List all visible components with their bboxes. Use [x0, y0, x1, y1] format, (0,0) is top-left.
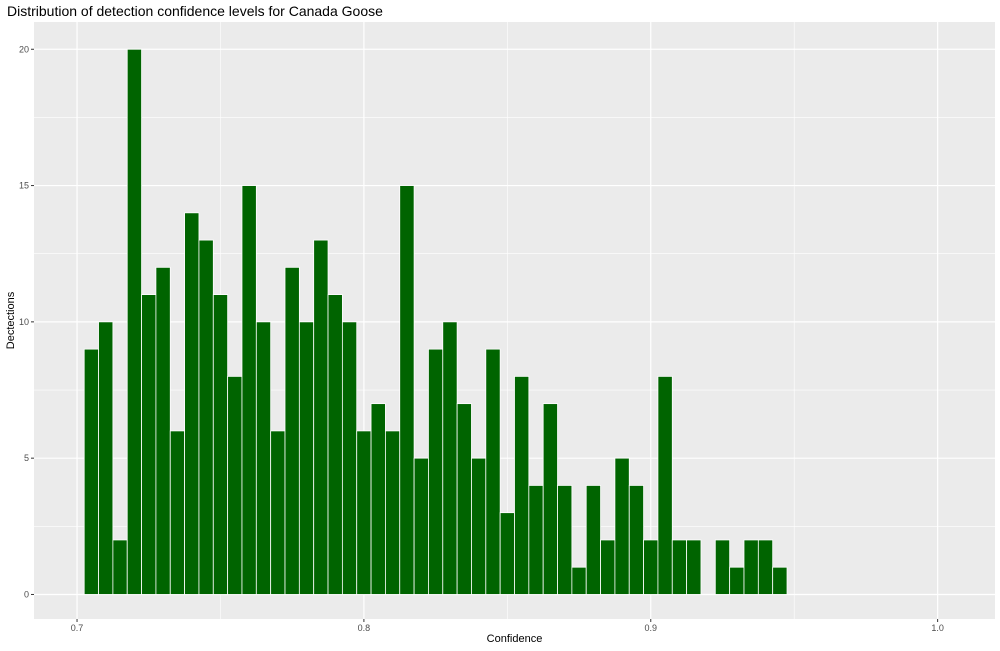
histogram-bar	[571, 566, 587, 595]
x-tick-label: 0.9	[645, 623, 658, 633]
histogram-bar	[643, 539, 659, 595]
x-axis-title: Confidence	[487, 633, 543, 645]
histogram-bar	[757, 539, 774, 595]
histogram-bar	[356, 430, 372, 595]
histogram-bar	[471, 457, 487, 595]
y-axis: 0 5 10 15 20	[19, 44, 34, 599]
histogram-bar	[729, 566, 745, 595]
histogram-bar	[112, 539, 128, 595]
y-tick-label: 20	[19, 44, 29, 54]
histogram-bar	[657, 375, 673, 595]
histogram-bar	[169, 430, 186, 595]
histogram-bar	[456, 403, 472, 595]
y-tick-label: 0	[24, 589, 29, 599]
histogram-bar	[198, 239, 214, 595]
histogram-bar	[514, 375, 530, 595]
histogram-bar	[557, 485, 573, 595]
histogram-bar	[341, 321, 358, 595]
histogram-bar	[212, 294, 229, 595]
chart-title: Distribution of detection confidence lev…	[7, 3, 383, 19]
histogram-bar	[385, 430, 401, 595]
x-tick-label: 1.0	[931, 623, 944, 633]
histogram-bar	[313, 239, 329, 595]
histogram-bar	[442, 321, 458, 595]
histogram-bar	[270, 430, 286, 595]
histogram-bar	[141, 294, 157, 595]
histogram-bar	[155, 266, 171, 595]
y-tick-label: 10	[19, 317, 29, 327]
x-tick-label: 0.7	[71, 623, 84, 633]
histogram-bar	[772, 566, 788, 595]
histogram-bar	[485, 348, 501, 595]
histogram-bar	[542, 403, 558, 595]
histogram-bar	[614, 457, 630, 595]
histogram-bar	[499, 512, 515, 595]
histogram-bar	[528, 485, 544, 595]
major-gridlines	[34, 22, 995, 619]
histogram-bar	[600, 539, 616, 595]
histogram-bar	[227, 375, 243, 595]
y-tick-label: 5	[24, 453, 29, 463]
x-tick-label: 0.8	[358, 623, 371, 633]
histogram-bar	[184, 212, 200, 595]
y-axis-title: Dectections	[5, 291, 17, 349]
histogram-bar	[327, 294, 343, 595]
histogram-bar	[428, 348, 444, 595]
histogram-bar	[126, 48, 142, 595]
histogram-bar	[83, 348, 99, 595]
histogram-bar	[284, 266, 300, 595]
histogram-bar	[399, 185, 415, 595]
histogram-bar	[714, 539, 731, 595]
histogram-bar	[413, 457, 429, 595]
histogram-bar	[298, 321, 315, 595]
histogram-bar	[98, 321, 114, 595]
histogram-bars	[83, 48, 788, 595]
histogram-bar	[241, 185, 257, 595]
histogram-bar	[255, 321, 272, 595]
x-axis: 0.7 0.8 0.9 1.0	[71, 619, 944, 633]
histogram-bar	[671, 539, 688, 595]
y-tick-label: 15	[19, 181, 29, 191]
histogram-bar	[370, 403, 386, 595]
histogram-bar	[686, 539, 702, 595]
histogram-bar	[628, 485, 644, 595]
histogram-bar	[585, 485, 601, 595]
histogram-bar	[743, 539, 759, 595]
